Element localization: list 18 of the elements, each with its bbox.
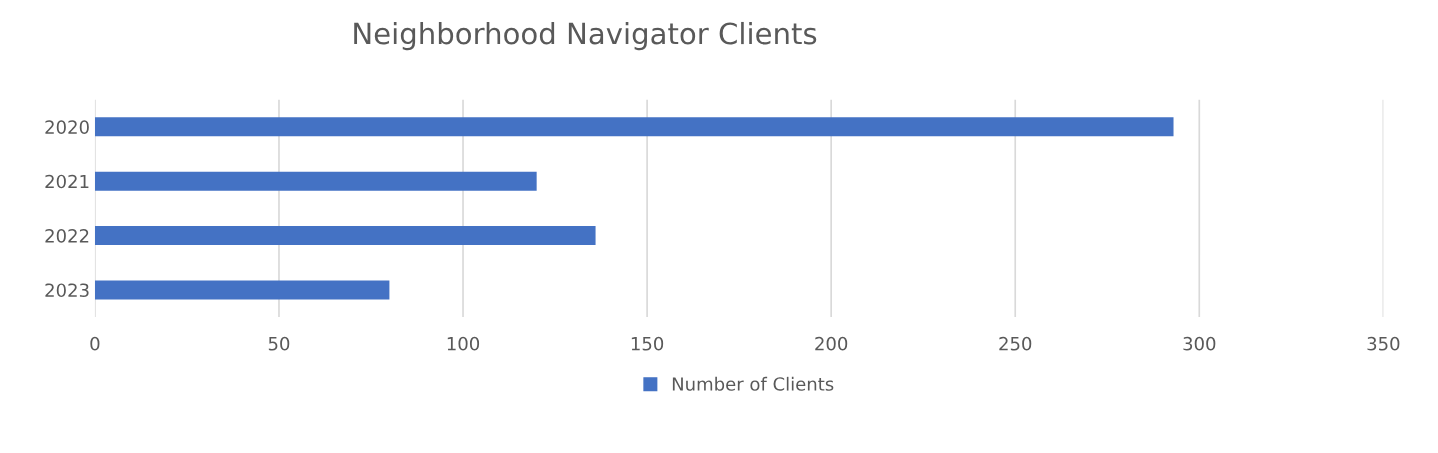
x-tick-label: 150 [631,336,664,351]
x-tick-label: 200 [815,336,848,351]
bar [94,117,1174,137]
bar [94,280,390,300]
x-tick-label: 100 [447,336,480,351]
legend-label: Number of Clients [672,376,834,391]
bar [94,171,537,191]
chart-title: Neighborhood Navigator Clients [354,21,817,51]
x-tick-label: 50 [268,336,290,351]
y-tick-label: 2021 [45,174,89,189]
x-tick-label: 0 [90,336,100,351]
x-tick-label: 300 [1183,336,1216,351]
x-tick-label: 350 [1367,336,1400,351]
y-tick-label: 2020 [45,120,89,134]
bar [94,226,596,246]
x-tick-label: 250 [999,336,1032,351]
y-tick-label: 2023 [45,283,89,298]
y-tick-label: 2022 [45,229,89,243]
